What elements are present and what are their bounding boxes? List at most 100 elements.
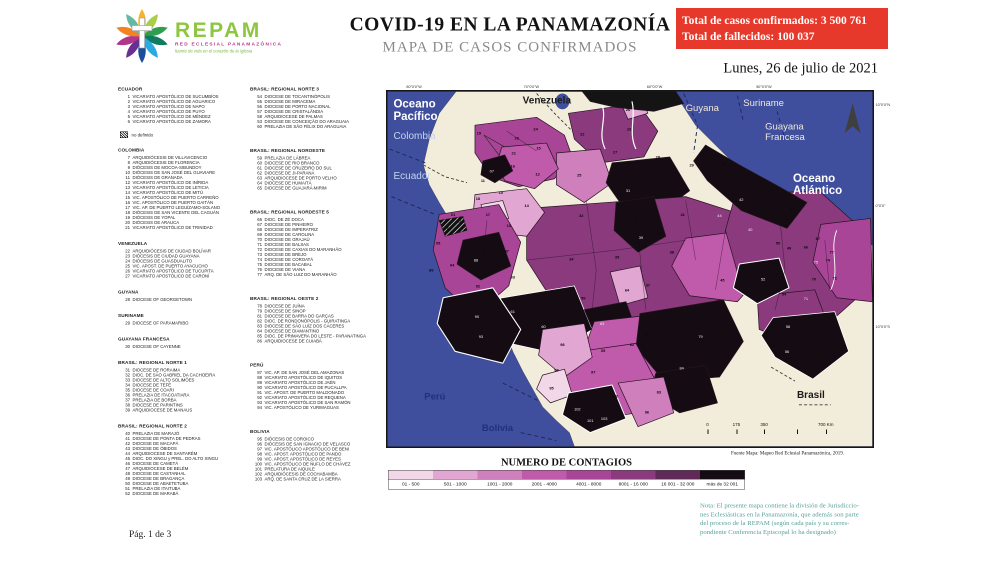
item-name: ARQUIDIÓCESIS DE VILLAVICENCIO (132, 155, 208, 160)
item-number: 59 (257, 155, 262, 161)
item-name: VICARIATO APOSTÓLICO DE SUCUMBÍOS (132, 94, 219, 99)
graticule-label: 10°0'0"N (875, 102, 891, 107)
item-number: 65 (257, 185, 262, 191)
list-item: 96 DIÓCESIS DE SAN IGNACIO DE VELASCO (250, 442, 396, 447)
list-section: BRASIL: REGIONAL NOROESTE 59 PRELAZIA DE L… (250, 148, 396, 191)
list-item: 24 DIÓCESIS DE GUASDUALITO (118, 259, 254, 264)
map-region-number: 67 (815, 236, 821, 241)
item-number: 89 (257, 380, 262, 385)
list-item: 79 DIOCESE DE SINOP (250, 309, 396, 314)
map-region-number: 12 (535, 171, 540, 177)
item-number: 14 (125, 190, 130, 195)
item-number: 71 (257, 242, 262, 247)
item-name: DIOCESE DE BALSAS (264, 242, 309, 247)
map-region-number: 96 (644, 409, 650, 415)
item-number: 69 (257, 232, 262, 237)
item-name: DIOCESE DE CRUZEIRO DO SUL (264, 165, 332, 171)
legend-swatch (522, 470, 567, 479)
map-region-number: 59 (581, 295, 586, 301)
list-section: BRASIL: REGIONAL NORTE 2 40 PRELAZIA DE MA… (118, 423, 254, 496)
item-name: VIC. APOSTÓLICO DE PUERTO GAITÁN (132, 200, 214, 205)
map-region-number: 64 (624, 287, 630, 293)
list-item: 51 PRELAZIA DE ITAITUBA (118, 486, 254, 491)
item-number: 3 (127, 104, 130, 109)
map-region-number: 24 (533, 126, 538, 132)
list-item: 12 VICARIATO APOSTÓLICO DE INÍRIDA (118, 180, 254, 185)
item-name: DIOCESE DE BREJO (264, 252, 307, 257)
list-item: 59 PRELAZIA DE LÁBREA (250, 156, 396, 161)
item-number: 37 (125, 397, 130, 403)
legend-bin-label: 501 - 1000 (443, 481, 467, 488)
map-region-number: 102 (574, 406, 581, 412)
list-item: 99 VIC. APOST. APOSTÓLICO DE REYES (250, 457, 396, 462)
map-region-number: 94 (449, 262, 455, 268)
item-number: 1 (127, 94, 130, 99)
land-borders (423, 93, 831, 406)
list-item: 77 ARQ. DE SÃO LUIZ DO MARANHÃO (250, 272, 396, 277)
item-number: 35 (125, 387, 130, 393)
legend-title: NUMERO DE CONTAGIOS (500, 456, 633, 468)
item-number: 46 (125, 461, 130, 466)
item-name: VICARIATO APOSTÓLICO DE REQUENA (264, 395, 346, 400)
map-region-number: 02 (456, 219, 462, 224)
item-number: 79 (257, 308, 262, 314)
item-number: 10 (125, 170, 130, 175)
list-item: 15 VIC. APOSTÓLICO DE PUERTO CARREÑO (118, 195, 254, 200)
map-region-number: 74 (825, 257, 830, 263)
list-item: 56 DIOCESE DE PORTO NACIONAL (250, 104, 396, 109)
item-name: VICARIATO APOSTÓLICO DE PUCALLPA (264, 385, 347, 390)
list-item: 35 DIOCESE DE COARI (118, 388, 254, 393)
item-number: 76 (257, 267, 262, 272)
item-name: PRELAZIA DE SÃO FÉLIX DO ARAGUAIA (264, 124, 347, 129)
total-confirmed: Total de casos confirmados: 3 500 761 (682, 14, 867, 27)
map-source: Fuente Mapa: Mapeo Red Eclesial Panamazó… (731, 450, 845, 457)
item-number: 29 (125, 320, 130, 326)
list-item: 47 ARQUIDIOCESE DE BELÉM (118, 466, 254, 471)
map-region-number: 56 (784, 349, 790, 354)
item-name: DIOCESE OF CAYENNE (132, 344, 181, 349)
item-number: 78 (257, 303, 262, 309)
map-region-number: 71 (803, 296, 809, 301)
item-name: DIOCESE DE IMPERATRIZ (264, 227, 318, 232)
item-name: DIÓCESIS DE MOCOA-SIBUNDOY (132, 165, 202, 170)
legend-bin-label: 2001 - 4000 (531, 481, 557, 488)
item-number: 77 (257, 272, 262, 277)
list-item: 103 ARQ. DE SANTA CRUZ DE LA SIERRA (250, 477, 396, 482)
item-number: 53 (257, 119, 262, 124)
map-region-number: 33 (510, 274, 515, 280)
item-number: 17 (125, 205, 130, 210)
map-region-number: 95 (549, 385, 554, 391)
item-number: 13 (125, 185, 130, 190)
list-item: 60 PRELAZIA DE SÃO FÉLIX DO ARAGUAIA (250, 124, 396, 129)
list-item: 29 DIOCESE OF PARAMARIBO (118, 321, 254, 326)
map-region-number: 49 (786, 245, 792, 251)
map-region-number: 44 (717, 213, 722, 218)
list-item: 28 DIOCESE OF GEORGETOWN (118, 297, 254, 302)
item-name: DIOCESE DE BARRA DO GARÇAS (264, 313, 334, 319)
item-number: 88 (257, 375, 262, 380)
item-name: VICARIATO APOSTÓLICO DE LETICIA (132, 185, 209, 190)
item-name: DIOCESE DE COROATÁ (264, 257, 314, 262)
item-number: 30 (125, 344, 130, 349)
jurisdiction-list-column-2: BRASIL: REGIONAL NORTE 3 54 DIOCESE DE TOC… (250, 86, 396, 500)
item-number: 64 (257, 180, 262, 186)
section-title: VENEZUELA (118, 240, 148, 247)
leader-lines (483, 134, 505, 156)
scale-tick (796, 429, 798, 434)
list-section: VENEZUELA 22 ARQUIDIÓCESIS DE CIUDAD BOLÍV… (118, 241, 254, 279)
list-item: 93 VICARIATO APOSTÓLICO DE SAN RAMÓN (250, 400, 396, 405)
map-region-number: 78 (643, 332, 649, 337)
section-title: BRASIL: REGIONAL OESTE 2 (250, 295, 319, 302)
map-region-number: 63 (600, 321, 605, 326)
map-region-number: 99 (554, 367, 559, 373)
item-name: VICARIATO APOSTÓLICO DE NAPO (132, 104, 205, 109)
item-number: 8 (127, 160, 130, 165)
list-item: 53 DIOCESE DE CONCEIÇÃO DO ARAGUAIA (250, 119, 396, 124)
scale-tick (707, 429, 709, 434)
item-number: 34 (125, 382, 130, 388)
list-item: 20 DIÓCESIS DE ARAUCA (118, 220, 254, 225)
map-region-number: 91 (513, 350, 518, 355)
section-title: ECUADOR (118, 86, 143, 92)
list-item: 18 DIÓCESIS DE SAN VICENTE DEL CAGUÁN (118, 210, 254, 215)
